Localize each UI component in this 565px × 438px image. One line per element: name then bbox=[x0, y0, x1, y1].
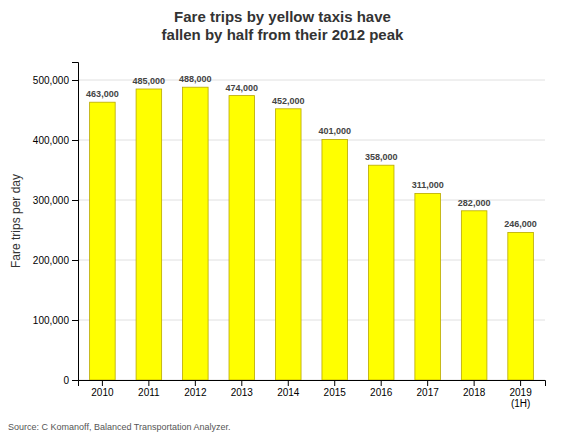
x-tick-label: 2011 bbox=[138, 387, 160, 398]
x-axis: 2010 2011 2012 2013 2014 2015 2016 2017 2018 2019… bbox=[79, 380, 546, 409]
title: Fare trips by yellow taxis havefallen by… bbox=[162, 8, 404, 43]
y-tick-mark bbox=[72, 80, 78, 81]
bar bbox=[275, 109, 301, 380]
data-label: 488,000 bbox=[179, 74, 212, 84]
x-tick-mark bbox=[520, 380, 521, 386]
chart-container: Fare trips by yellow taxis havefallen by… bbox=[0, 0, 565, 438]
x-tick-label-line: 2018 bbox=[463, 387, 486, 398]
x-tick-label: 2017 bbox=[417, 387, 440, 398]
x-tick-label: 2014 bbox=[277, 387, 300, 398]
y-tick-label: 0 bbox=[63, 375, 69, 386]
data-label: 485,000 bbox=[133, 76, 166, 86]
y-tick: 200,000 bbox=[33, 255, 78, 266]
bar bbox=[183, 87, 209, 380]
y-axis: 0 100,000 200,000 300,000 400,000 500,000 bbox=[33, 63, 79, 386]
data-label: 311,000 bbox=[412, 180, 444, 190]
x-tick: 2012 bbox=[184, 380, 207, 398]
x-tick-mark bbox=[334, 380, 335, 386]
x-tick-label-line: 2010 bbox=[91, 387, 114, 398]
bar bbox=[508, 232, 534, 380]
x-tick-label: 2015 bbox=[324, 387, 347, 398]
x-tick-mark bbox=[102, 380, 103, 386]
x-tick: 2016 bbox=[370, 380, 393, 398]
bar bbox=[322, 139, 348, 380]
x-tick: 2013 bbox=[231, 380, 254, 398]
x-tick-label: 2016 bbox=[370, 387, 393, 398]
y-tick: 300,000 bbox=[33, 195, 78, 206]
y-tick-mark bbox=[72, 140, 78, 141]
x-tick-label-line: 2014 bbox=[277, 387, 300, 398]
data-label: 401,000 bbox=[318, 126, 351, 136]
x-tick: 2015 bbox=[324, 380, 347, 398]
x-tick: 2011 bbox=[138, 380, 160, 398]
data-label: 463,000 bbox=[86, 89, 119, 99]
x-tick-label: 2012 bbox=[184, 387, 207, 398]
x-tick-label: 2013 bbox=[231, 387, 254, 398]
x-tick: 2010 bbox=[91, 380, 114, 398]
x-tick-label-line: 2015 bbox=[324, 387, 347, 398]
x-tick-label: 2019(1H) bbox=[509, 387, 532, 409]
bar bbox=[368, 165, 394, 380]
x-tick-label-line: 2012 bbox=[184, 387, 207, 398]
data-label: 282,000 bbox=[458, 198, 491, 208]
x-tick-mark bbox=[241, 380, 242, 386]
y-tick: 0 bbox=[63, 375, 78, 386]
title-line: Fare trips by yellow taxis have bbox=[174, 8, 391, 25]
grid bbox=[78, 80, 545, 380]
x-tick-mark bbox=[148, 380, 149, 386]
x-tick-label: 2010 bbox=[91, 387, 114, 398]
chart-svg: Fare trips by yellow taxis havefallen by… bbox=[0, 0, 565, 438]
y-tick-label: 500,000 bbox=[33, 75, 70, 86]
y-tick-mark bbox=[72, 260, 78, 261]
bars bbox=[90, 87, 534, 380]
x-tick: 2018 bbox=[463, 380, 486, 398]
y-axis-line bbox=[72, 63, 79, 381]
data-label: 474,000 bbox=[226, 83, 259, 93]
plot-area: 463,000 485,000 488,000 474,000 452,000 401,0… bbox=[33, 63, 546, 410]
x-tick-label-line: 2017 bbox=[417, 387, 440, 398]
data-label: 358,000 bbox=[365, 152, 398, 162]
x-tick: 2019(1H) bbox=[509, 380, 532, 409]
x-tick-label-line: 2011 bbox=[138, 387, 160, 398]
bar bbox=[90, 102, 116, 380]
bar bbox=[136, 89, 162, 380]
data-label: 452,000 bbox=[272, 96, 305, 106]
data-labels: 463,000 485,000 488,000 474,000 452,000 401,0… bbox=[86, 74, 537, 229]
x-tick-label-line: 2013 bbox=[231, 387, 254, 398]
bar bbox=[415, 193, 441, 380]
x-tick-label-line: (1H) bbox=[511, 398, 530, 409]
x-tick-mark bbox=[381, 380, 382, 386]
bar bbox=[229, 96, 255, 380]
x-tick-mark bbox=[474, 380, 475, 386]
y-tick-mark bbox=[72, 380, 78, 381]
x-tick-label: 2018 bbox=[463, 387, 486, 398]
x-axis-line bbox=[79, 381, 546, 387]
x-tick-mark bbox=[195, 380, 196, 386]
x-tick: 2014 bbox=[277, 380, 300, 398]
y-tick: 400,000 bbox=[33, 135, 78, 146]
x-tick: 2017 bbox=[417, 380, 440, 398]
data-label: 246,000 bbox=[504, 219, 537, 229]
y-tick-label: 200,000 bbox=[33, 255, 70, 266]
y-tick-mark bbox=[72, 320, 78, 321]
x-tick-label-line: 2019 bbox=[509, 387, 532, 398]
y-tick-label: 100,000 bbox=[33, 315, 70, 326]
bar bbox=[461, 211, 487, 380]
x-tick-label-line: 2016 bbox=[370, 387, 393, 398]
source-note: Source: C Komanoff, Balanced Transportat… bbox=[8, 422, 230, 432]
x-tick-mark bbox=[288, 380, 289, 386]
y-tick-label: 300,000 bbox=[33, 195, 70, 206]
x-tick-mark bbox=[427, 380, 428, 386]
y-tick: 100,000 bbox=[33, 315, 78, 326]
y-axis-title: Fare trips per day bbox=[9, 174, 23, 268]
title-line: fallen by half from their 2012 peak bbox=[162, 26, 404, 43]
y-tick: 500,000 bbox=[33, 75, 78, 86]
y-tick-mark bbox=[72, 200, 78, 201]
y-tick-label: 400,000 bbox=[33, 135, 70, 146]
